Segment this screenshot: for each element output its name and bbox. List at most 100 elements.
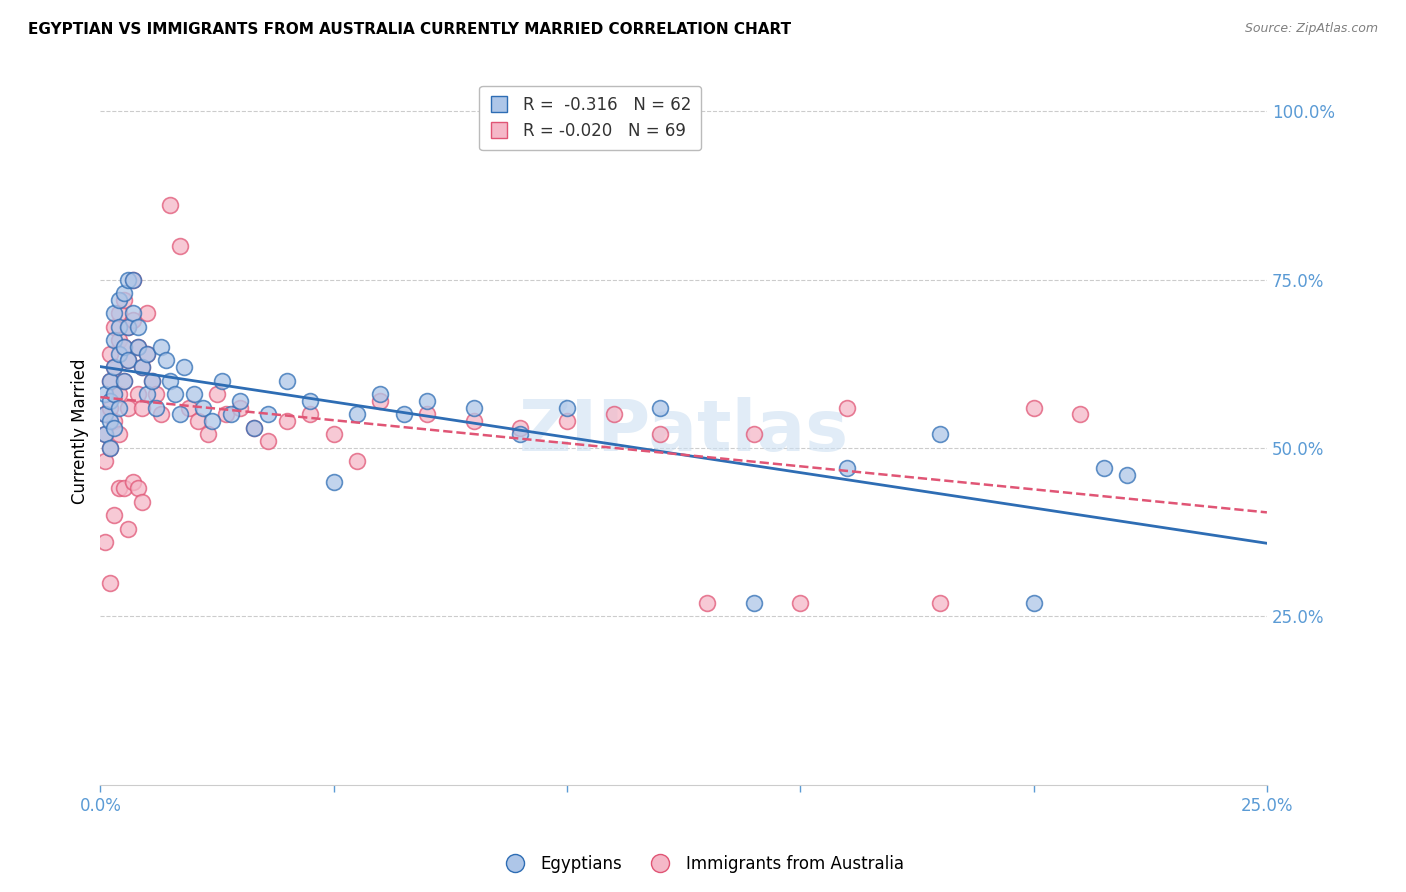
Point (163, 387, 186, 401)
Point (276, 374, 298, 388)
Point (211, 374, 233, 388)
Point (201, 414, 224, 428)
Point (98, 575, 121, 590)
Point (229, 393, 252, 408)
Point (94, 387, 117, 401)
Point (1116, 467, 1139, 482)
Point (346, 454, 368, 468)
Point (98, 393, 121, 408)
Point (131, 401, 153, 415)
Point (173, 360, 195, 375)
Point (463, 401, 485, 415)
Point (416, 407, 439, 421)
Point (602, 407, 624, 421)
Point (94, 407, 117, 421)
Point (555, 414, 578, 428)
Point (108, 319, 131, 334)
Point (98, 441, 121, 455)
Point (416, 393, 439, 408)
Point (103, 387, 125, 401)
Point (1022, 401, 1045, 415)
Point (368, 387, 391, 401)
Point (929, 427, 952, 442)
Point (108, 387, 131, 401)
Point (122, 313, 145, 327)
Point (463, 414, 485, 428)
Point (141, 374, 163, 388)
Point (368, 393, 391, 408)
Point (108, 306, 131, 320)
Point (94, 427, 117, 442)
Point (159, 198, 181, 212)
Point (108, 401, 131, 415)
Point (112, 481, 135, 495)
Point (392, 407, 415, 421)
Point (108, 427, 131, 442)
Point (98, 414, 121, 428)
Point (98, 441, 121, 455)
Point (131, 360, 153, 375)
Point (108, 481, 131, 495)
Point (127, 481, 149, 495)
Point (257, 407, 280, 421)
Point (112, 293, 135, 307)
Point (103, 333, 125, 347)
Point (509, 421, 531, 435)
Point (322, 475, 344, 489)
Point (136, 346, 159, 360)
Point (103, 421, 125, 435)
Point (112, 374, 135, 388)
Point (103, 387, 125, 401)
Point (187, 414, 209, 428)
Point (177, 401, 200, 415)
Point (98, 374, 121, 388)
Point (346, 407, 368, 421)
Point (145, 401, 167, 415)
Point (112, 374, 135, 388)
Point (98, 346, 121, 360)
Point (1069, 407, 1091, 421)
Point (169, 407, 191, 421)
Point (789, 596, 811, 610)
Point (929, 596, 952, 610)
Point (103, 306, 125, 320)
Point (103, 360, 125, 375)
Point (650, 427, 672, 442)
Point (742, 427, 765, 442)
Point (122, 475, 145, 489)
Point (1022, 596, 1045, 610)
Point (276, 414, 298, 428)
Point (94, 427, 117, 442)
Point (141, 374, 163, 388)
Point (509, 427, 531, 442)
Point (103, 508, 125, 523)
Point (243, 421, 266, 435)
Point (117, 353, 139, 368)
Point (94, 407, 117, 421)
Point (159, 374, 181, 388)
Point (108, 293, 131, 307)
Point (835, 401, 858, 415)
Point (127, 340, 149, 354)
Point (103, 414, 125, 428)
Point (122, 306, 145, 320)
Point (742, 596, 765, 610)
Point (243, 421, 266, 435)
Point (322, 427, 344, 442)
Point (299, 407, 322, 421)
Point (103, 360, 125, 375)
Point (257, 434, 280, 449)
Point (150, 407, 173, 421)
Point (191, 401, 214, 415)
Point (103, 319, 125, 334)
Point (117, 522, 139, 536)
Point (112, 340, 135, 354)
Legend: Egyptians, Immigrants from Australia: Egyptians, Immigrants from Australia (496, 848, 910, 880)
Point (835, 461, 858, 475)
Point (136, 387, 159, 401)
Y-axis label: Currently Married: Currently Married (72, 359, 89, 504)
Point (94, 454, 117, 468)
Point (117, 401, 139, 415)
Point (122, 272, 145, 286)
Point (117, 319, 139, 334)
